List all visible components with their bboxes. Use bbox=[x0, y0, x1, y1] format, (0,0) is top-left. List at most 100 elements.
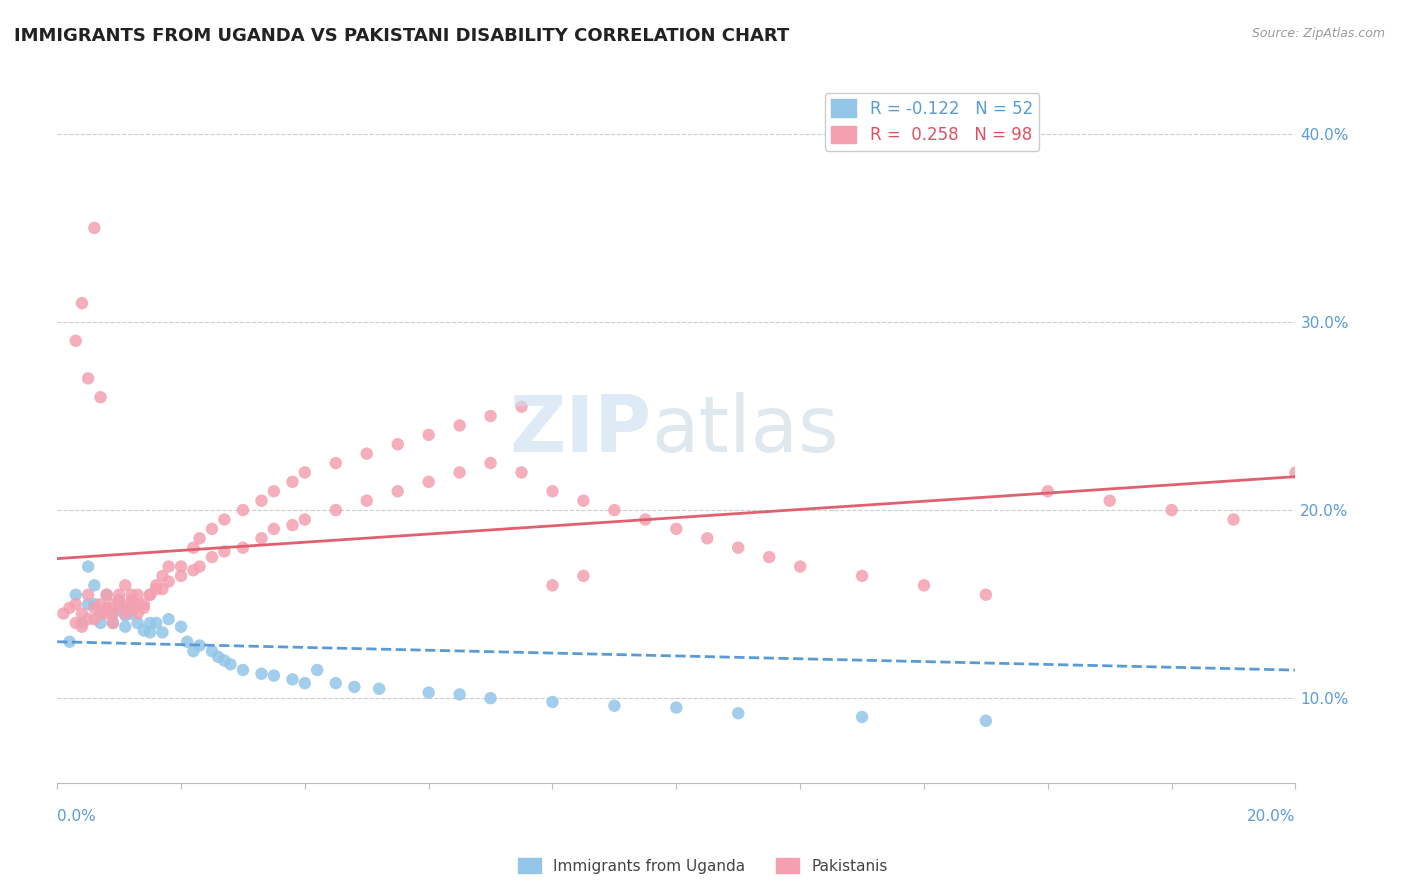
Point bbox=[541, 484, 564, 499]
Point bbox=[250, 531, 273, 545]
Point bbox=[139, 615, 162, 630]
Point bbox=[89, 607, 111, 621]
Point bbox=[356, 493, 378, 508]
Point bbox=[83, 221, 105, 235]
Point bbox=[65, 334, 87, 348]
Point bbox=[188, 639, 211, 653]
Point bbox=[387, 437, 409, 451]
Point bbox=[356, 447, 378, 461]
Point bbox=[70, 296, 93, 310]
Point bbox=[83, 578, 105, 592]
Point bbox=[121, 593, 143, 607]
Point bbox=[232, 663, 254, 677]
Point bbox=[65, 588, 87, 602]
Point bbox=[343, 680, 366, 694]
Point bbox=[108, 593, 131, 607]
Point bbox=[114, 601, 136, 615]
Point bbox=[214, 544, 236, 558]
Point bbox=[101, 615, 124, 630]
Point bbox=[201, 522, 224, 536]
Point bbox=[263, 522, 285, 536]
Point bbox=[77, 597, 100, 611]
Point bbox=[108, 601, 131, 615]
Point bbox=[479, 691, 502, 706]
Point bbox=[127, 597, 149, 611]
Point bbox=[145, 615, 167, 630]
Point bbox=[1222, 512, 1244, 526]
Point bbox=[232, 503, 254, 517]
Point bbox=[152, 582, 174, 596]
Point bbox=[96, 601, 118, 615]
Point bbox=[294, 676, 316, 690]
Point bbox=[101, 607, 124, 621]
Point bbox=[101, 607, 124, 621]
Point bbox=[541, 578, 564, 592]
Point bbox=[603, 503, 626, 517]
Point bbox=[418, 685, 440, 699]
Text: atlas: atlas bbox=[651, 392, 839, 468]
Point bbox=[789, 559, 811, 574]
Point bbox=[263, 484, 285, 499]
Point bbox=[325, 456, 347, 470]
Point bbox=[572, 569, 595, 583]
Point bbox=[176, 634, 198, 648]
Point bbox=[127, 607, 149, 621]
Point bbox=[89, 615, 111, 630]
Point bbox=[70, 620, 93, 634]
Text: IMMIGRANTS FROM UGANDA VS PAKISTANI DISABILITY CORRELATION CHART: IMMIGRANTS FROM UGANDA VS PAKISTANI DISA… bbox=[14, 27, 789, 45]
Point bbox=[1098, 493, 1121, 508]
Point bbox=[214, 512, 236, 526]
Point bbox=[974, 588, 997, 602]
Point bbox=[114, 620, 136, 634]
Point bbox=[294, 466, 316, 480]
Point bbox=[201, 644, 224, 658]
Point bbox=[479, 456, 502, 470]
Point bbox=[96, 588, 118, 602]
Legend: Immigrants from Uganda, Pakistanis: Immigrants from Uganda, Pakistanis bbox=[512, 852, 894, 880]
Text: ZIP: ZIP bbox=[509, 392, 651, 468]
Point bbox=[665, 522, 688, 536]
Point bbox=[418, 475, 440, 489]
Point bbox=[188, 531, 211, 545]
Point bbox=[108, 597, 131, 611]
Point bbox=[510, 466, 533, 480]
Text: 20.0%: 20.0% bbox=[1247, 809, 1295, 824]
Point bbox=[157, 612, 180, 626]
Point bbox=[101, 597, 124, 611]
Point bbox=[449, 418, 471, 433]
Point bbox=[572, 493, 595, 508]
Point bbox=[1284, 466, 1306, 480]
Point bbox=[96, 607, 118, 621]
Point bbox=[139, 588, 162, 602]
Legend: R = -0.122   N = 52, R =  0.258   N = 98: R = -0.122 N = 52, R = 0.258 N = 98 bbox=[824, 93, 1039, 151]
Point bbox=[449, 688, 471, 702]
Point bbox=[727, 541, 749, 555]
Point bbox=[83, 612, 105, 626]
Point bbox=[121, 597, 143, 611]
Point bbox=[974, 714, 997, 728]
Point bbox=[219, 657, 242, 672]
Point bbox=[139, 625, 162, 640]
Point bbox=[758, 550, 780, 565]
Point bbox=[541, 695, 564, 709]
Point bbox=[263, 668, 285, 682]
Point bbox=[139, 588, 162, 602]
Point bbox=[132, 624, 155, 638]
Point bbox=[281, 673, 304, 687]
Point bbox=[152, 625, 174, 640]
Point bbox=[108, 588, 131, 602]
Point bbox=[127, 588, 149, 602]
Point bbox=[114, 578, 136, 592]
Point bbox=[83, 601, 105, 615]
Point bbox=[183, 541, 205, 555]
Point bbox=[145, 578, 167, 592]
Point bbox=[121, 601, 143, 615]
Point bbox=[325, 676, 347, 690]
Point bbox=[294, 512, 316, 526]
Point bbox=[281, 475, 304, 489]
Point bbox=[58, 634, 80, 648]
Point bbox=[183, 563, 205, 577]
Point bbox=[77, 559, 100, 574]
Point bbox=[52, 607, 75, 621]
Point bbox=[727, 706, 749, 721]
